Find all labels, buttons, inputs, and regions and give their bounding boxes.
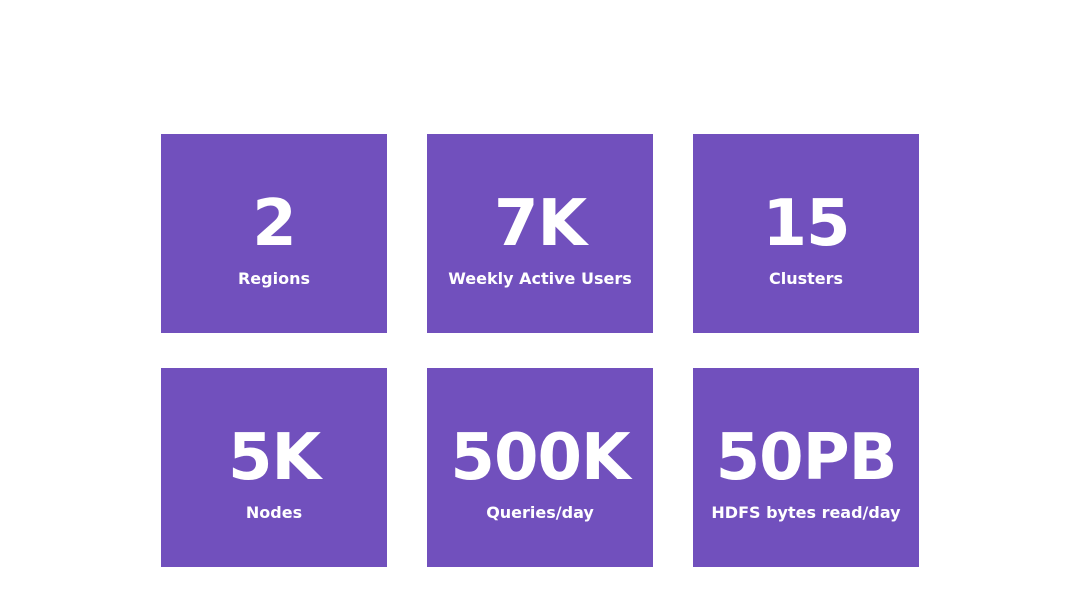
stat-tile-clusters: 15 Clusters <box>693 134 919 333</box>
stat-value: 500K <box>450 421 630 495</box>
stat-label: Weekly Active Users <box>448 269 632 288</box>
stat-tile-nodes: 5K Nodes <box>161 368 387 567</box>
stat-tile-weekly-active-users: 7K Weekly Active Users <box>427 134 653 333</box>
stat-value: 15 <box>762 187 850 261</box>
stat-value: 50PB <box>715 421 898 495</box>
stat-label: Queries/day <box>486 503 594 522</box>
stat-tile-queries-per-day: 500K Queries/day <box>427 368 653 567</box>
stat-label: Clusters <box>768 269 844 288</box>
stat-tile-hdfs-bytes-read: 50PB HDFS bytes read/day <box>693 368 919 567</box>
stat-label: Nodes <box>245 503 303 522</box>
stat-label: HDFS bytes read/day <box>711 503 901 522</box>
stat-value: 2 <box>252 187 297 261</box>
stat-tile-regions: 2 Regions <box>161 134 387 333</box>
stat-value: 7K <box>493 187 587 261</box>
stats-grid: 2 Regions 7K Weekly Active Users 15 Clus… <box>161 134 919 567</box>
stat-value: 5K <box>227 421 321 495</box>
stat-label: Regions <box>237 269 310 288</box>
